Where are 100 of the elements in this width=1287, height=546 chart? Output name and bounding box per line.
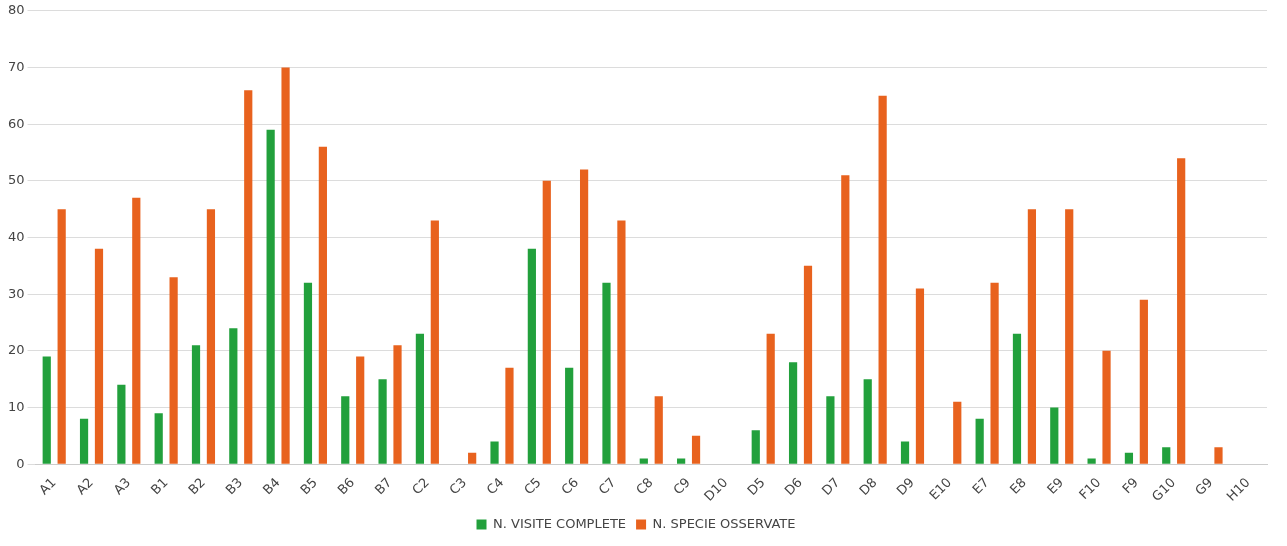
bar — [565, 367, 574, 464]
bar — [863, 379, 872, 464]
y-tick-label: 80 — [8, 2, 25, 18]
y-tick-label: 0 — [16, 455, 25, 471]
x-tick-label: A3 — [110, 474, 134, 498]
x-tick-label: A1 — [35, 474, 59, 498]
bar — [378, 379, 387, 464]
bar — [341, 396, 350, 464]
bar — [79, 418, 89, 464]
bar — [169, 277, 178, 464]
bar — [766, 333, 775, 464]
bar — [1012, 333, 1022, 464]
x-tick-label: C2 — [409, 474, 432, 498]
bar — [527, 248, 536, 464]
bar — [826, 396, 835, 464]
x-tick-label: G10 — [1148, 474, 1179, 504]
legend-label: N. VISITE COMPLETE — [493, 515, 627, 531]
x-tick-label: B4 — [259, 474, 283, 498]
x-tick-label: D7 — [818, 474, 843, 499]
x-tick-label: B5 — [297, 474, 320, 498]
bar — [1102, 350, 1111, 464]
x-tick-label: F9 — [1119, 474, 1141, 497]
bar — [639, 458, 648, 464]
y-tick-label: 50 — [8, 172, 25, 188]
bar — [42, 356, 51, 464]
bar — [94, 248, 104, 464]
bar — [57, 209, 66, 464]
bar — [229, 328, 238, 464]
x-tick-label: G9 — [1191, 474, 1216, 499]
bar — [1027, 209, 1037, 464]
bar — [505, 367, 514, 464]
bar — [206, 209, 216, 464]
x-tick-label: A2 — [73, 474, 97, 498]
x-tick-label: E8 — [1006, 474, 1029, 497]
bar — [244, 90, 253, 464]
bar — [415, 333, 425, 464]
bar — [580, 169, 589, 464]
bar — [132, 197, 141, 464]
bar — [602, 282, 611, 464]
bar — [303, 282, 313, 464]
x-tick-label: C9 — [670, 474, 694, 498]
bar — [1050, 407, 1059, 464]
bar — [490, 441, 499, 464]
bar — [617, 220, 626, 464]
bar — [915, 288, 925, 464]
bar — [1087, 458, 1096, 464]
bar — [542, 180, 551, 464]
bar — [975, 418, 984, 464]
x-tick-label: C7 — [595, 474, 619, 498]
legend-label: N. SPECIE OSSERVATE — [652, 515, 796, 531]
bar — [266, 129, 275, 464]
x-tick-label: E10 — [926, 474, 955, 503]
bar — [318, 146, 327, 464]
bar — [953, 401, 962, 464]
bar — [117, 384, 126, 464]
bar — [191, 345, 201, 464]
x-tick-label: C8 — [632, 474, 656, 498]
x-tick-label: C3 — [446, 474, 470, 498]
x-tick-label: E9 — [1043, 474, 1067, 497]
y-tick-label: 30 — [8, 285, 25, 301]
bar — [878, 95, 887, 464]
bar — [677, 458, 686, 464]
bar — [841, 175, 850, 464]
x-tick-label: C6 — [558, 474, 582, 498]
bar — [393, 345, 402, 464]
x-tick-label: B6 — [334, 474, 358, 498]
x-tick-label: D6 — [781, 474, 806, 499]
bar — [430, 220, 439, 464]
y-tick-label: 60 — [8, 115, 25, 131]
bar — [356, 356, 365, 464]
x-tick-label: C5 — [520, 474, 544, 498]
bar — [900, 441, 910, 464]
y-tick-label: 40 — [8, 228, 25, 244]
x-tick-label: D9 — [893, 474, 917, 499]
bar — [751, 430, 760, 464]
bar — [654, 396, 663, 464]
y-tick-label: 20 — [8, 342, 25, 358]
bar — [788, 362, 798, 464]
x-tick-label: B1 — [147, 474, 171, 498]
y-tick-label: 70 — [8, 58, 25, 74]
bar — [691, 435, 701, 464]
bar — [1162, 447, 1171, 464]
bar — [1065, 209, 1074, 464]
bar — [1139, 299, 1148, 464]
bar — [154, 413, 163, 464]
x-tick-label: B2 — [185, 474, 208, 498]
bar — [468, 452, 477, 464]
x-tick-label: B7 — [371, 474, 395, 498]
bar — [1214, 447, 1223, 464]
x-tick-label: D5 — [744, 474, 768, 499]
bar — [990, 282, 999, 464]
bar — [281, 67, 290, 464]
x-tick-label: B3 — [222, 474, 246, 498]
x-tick-label: D8 — [856, 474, 880, 499]
x-tick-label: F10 — [1075, 474, 1104, 503]
y-tick-label: 10 — [8, 398, 25, 414]
bar — [1124, 452, 1134, 464]
bar — [803, 265, 813, 464]
x-tick-label: E7 — [969, 474, 992, 497]
x-tick-label: C4 — [483, 474, 507, 498]
